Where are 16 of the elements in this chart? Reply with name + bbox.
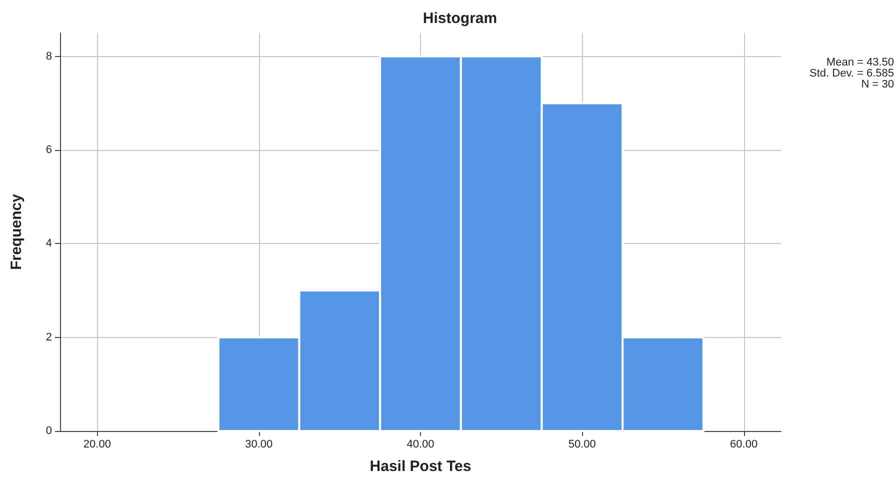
text: Std. Dev. = 6.585: [810, 68, 894, 80]
x-tick-label: 60.00: [730, 438, 758, 450]
x-tick-label: 20.00: [83, 438, 111, 450]
y-tick-label: 0: [46, 425, 52, 437]
chart-title: Histogram: [422, 10, 498, 27]
y-tick-label: 8: [46, 50, 52, 62]
y-axis-title: Frequency: [8, 193, 25, 270]
x-axis-title: Hasil Post Tes: [370, 458, 472, 475]
y-tick-label: 4: [46, 238, 52, 250]
text: Mean = 43.50: [826, 56, 894, 68]
x-tick-label: 50.00: [568, 438, 596, 450]
text: N = 30: [861, 78, 894, 90]
x-tick-label: 40.00: [406, 438, 434, 450]
x-tick-label: 30.00: [245, 438, 273, 450]
y-tick-label: 6: [46, 144, 52, 156]
y-tick-label: 2: [46, 331, 52, 344]
